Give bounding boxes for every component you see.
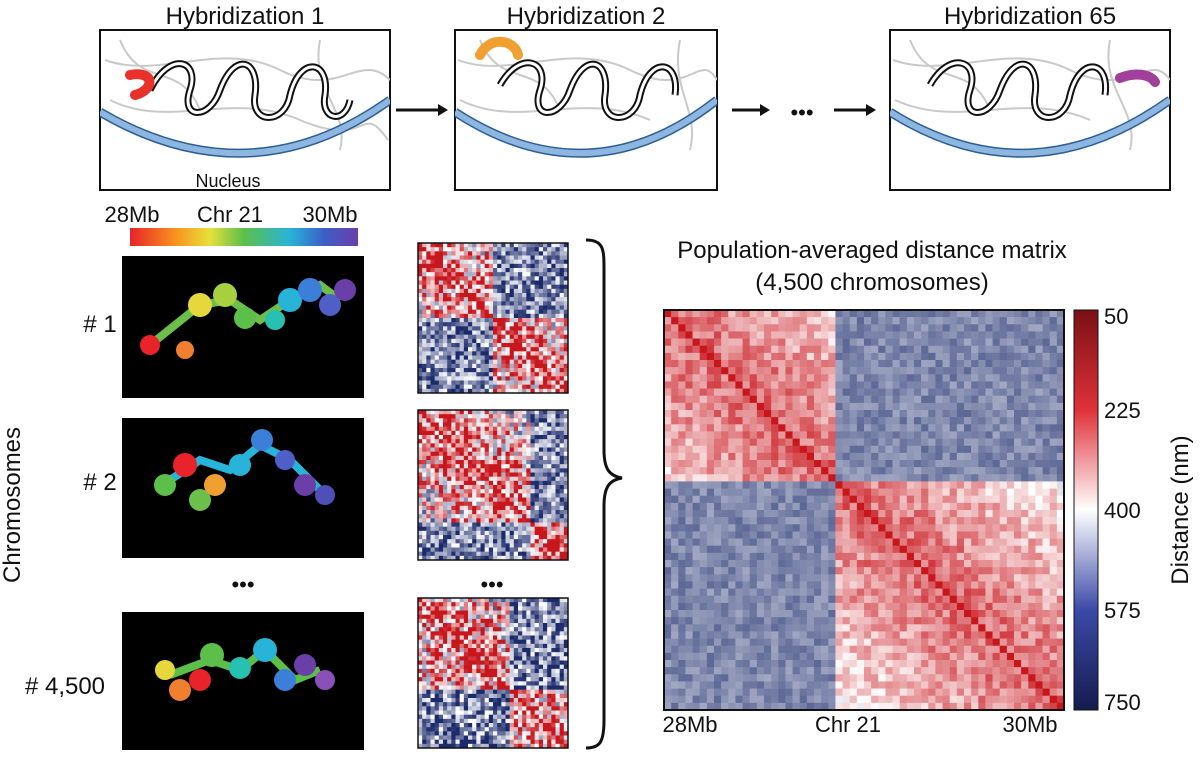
population-matrix-frame [663, 309, 1065, 711]
matrix-x-right-label: 30Mb [1002, 712, 1057, 737]
grouping-brace [585, 238, 623, 750]
distance-scale-tick: 750 [1104, 690, 1141, 715]
distance-scale-ticks: 50 225 400 575 750 [1104, 304, 1141, 715]
distance-scale-label: Distance (nm) [1167, 435, 1194, 584]
colorbar-gradient [130, 228, 358, 246]
matrix-title-line2: (4,500 chromosomes) [755, 269, 988, 296]
single-cell-matrix-3 [417, 597, 569, 749]
nucleus-illustration-1 [100, 39, 390, 158]
nucleus-illustration-2 [455, 36, 717, 158]
colorbar-left-label: 28Mb [104, 202, 159, 227]
structure-beads-3 [155, 638, 335, 701]
colorbar-right-label: 30Mb [302, 202, 357, 227]
hybridization-title-2: Hybridization 2 [507, 3, 666, 30]
structure-beads-1 [140, 278, 356, 359]
single-cell-matrix-2 [417, 409, 569, 561]
colorbar-center-label: Chr 21 [197, 202, 263, 227]
single-cell-matrices [417, 242, 569, 749]
distance-scale-tick: 400 [1104, 498, 1141, 523]
chromosome-ellipsis: ••• [231, 572, 254, 597]
distance-scale-bar [1073, 309, 1099, 711]
probe-signal-2 [475, 36, 523, 60]
hybridization-ellipsis: ••• [790, 100, 813, 125]
distance-scale-tick: 50 [1104, 304, 1128, 329]
nucleus-label: Nucleus [195, 171, 260, 191]
population-matrix-cells [663, 309, 1065, 711]
population-distance-matrix [663, 309, 1065, 711]
genomic-colorbar: 28Mb Chr 21 30Mb [104, 202, 358, 246]
nucleus-illustration-65 [890, 39, 1170, 158]
matrix-ellipsis: ••• [480, 572, 503, 597]
structure-beads-2 [154, 429, 335, 511]
chromosome-label-2: # 2 [83, 469, 116, 496]
hybridization-title-65: Hybridization 65 [944, 3, 1116, 30]
chromosome-label-1: # 1 [83, 311, 116, 338]
hybridization-panel-2: Hybridization 2 [454, 3, 718, 191]
hybridization-panel-65: Hybridization 65 [889, 3, 1171, 191]
chromosome-label-3: # 4,500 [25, 673, 105, 700]
hybridization-title-1: Hybridization 1 [166, 3, 325, 30]
chromosomes-axis-label: Chromosomes [0, 427, 26, 583]
matrix-title-line1: Population-averaged distance matrix [677, 237, 1067, 264]
single-cell-matrix-1 [417, 242, 569, 394]
hybridization-panel-1: Hybridization 1 Nucleus [99, 3, 391, 191]
distance-scale-tick: 575 [1104, 598, 1141, 623]
matrix-x-left-label: 28Mb [662, 712, 717, 737]
probe-signal-1 [125, 69, 155, 100]
matrix-x-center-label: Chr 21 [815, 712, 881, 737]
probe-signal-65 [1115, 69, 1160, 87]
distance-scale-tick: 225 [1104, 398, 1141, 423]
